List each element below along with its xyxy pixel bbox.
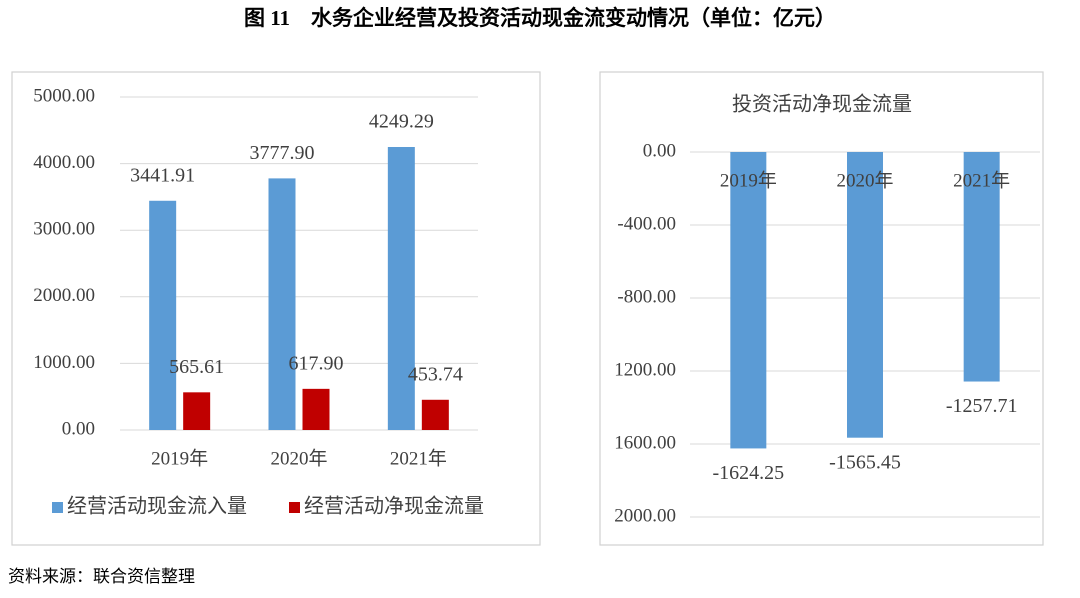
legend-swatch [289, 502, 300, 513]
x-tick-label: 2020年 [836, 169, 893, 191]
bar [183, 392, 211, 430]
bar [847, 152, 883, 438]
x-tick-label: 2021年 [390, 447, 447, 469]
x-tick-label: 2021年 [953, 169, 1010, 191]
data-label: 453.74 [408, 363, 463, 385]
x-tick-label: 2019年 [720, 169, 777, 191]
y-tick-label: 4000.00 [33, 152, 95, 173]
y-tick-label: 1600.00 [614, 432, 676, 453]
y-tick-label: 0.00 [643, 140, 676, 161]
y-tick-label: 1000.00 [33, 352, 95, 373]
data-label: 565.61 [169, 356, 224, 378]
data-label: 617.90 [289, 352, 344, 374]
data-label: -1565.45 [829, 451, 901, 473]
data-label: 4249.29 [369, 111, 434, 133]
y-tick-label: 0.00 [62, 418, 95, 439]
legend-label: 经营活动现金流入量 [67, 495, 247, 518]
data-label: 3777.90 [250, 142, 315, 164]
bar [387, 146, 415, 430]
bar [730, 152, 767, 449]
y-tick-label: -800.00 [617, 286, 676, 307]
legend-swatch [52, 502, 63, 513]
source-note: 资料来源：联合资信整理 [8, 567, 195, 586]
y-tick-label: 3000.00 [33, 219, 95, 240]
data-label: -1257.71 [946, 395, 1018, 417]
bar [963, 152, 1000, 382]
legend-label: 经营活动净现金流量 [304, 495, 484, 518]
data-label: -1624.25 [712, 462, 784, 484]
bar [421, 399, 449, 430]
chart-title: 投资活动净现金流量 [732, 93, 912, 116]
y-tick-label: 1200.00 [614, 359, 676, 380]
bar [268, 178, 296, 430]
y-tick-label: 5000.00 [33, 85, 95, 106]
bar [302, 388, 330, 430]
bar [149, 200, 177, 430]
x-tick-label: 2020年 [270, 447, 327, 469]
x-tick-label: 2019年 [151, 447, 208, 469]
page-title: 图 11 水务企业经营及投资活动现金流变动情况（单位：亿元） [244, 6, 836, 30]
y-tick-label: 2000.00 [33, 285, 95, 306]
data-label: 3441.91 [130, 164, 195, 186]
right-panel [599, 71, 1044, 546]
y-tick-label: 2000.00 [614, 505, 676, 526]
left-panel [11, 71, 541, 546]
y-tick-label: -400.00 [617, 213, 676, 234]
